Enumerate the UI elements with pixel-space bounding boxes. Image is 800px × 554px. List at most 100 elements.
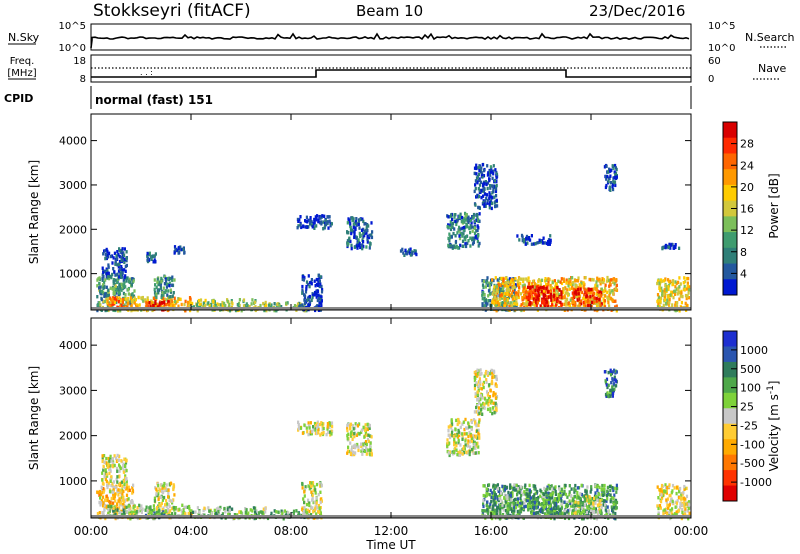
scatter-cell: [683, 287, 686, 292]
scatter-cell: [371, 230, 374, 234]
scatter-cell: [516, 234, 519, 238]
scatter-cell: [553, 297, 556, 302]
scatter-cell: [319, 500, 322, 505]
scatter-cell: [539, 279, 542, 283]
scatter-cell: [495, 187, 498, 191]
scatter-cell: [568, 490, 571, 494]
scatter-cell: [319, 433, 322, 437]
scatter-cell: [310, 432, 313, 436]
scatter-cell: [483, 299, 486, 303]
scatter-cell: [492, 489, 496, 493]
scatter-cell: [126, 498, 129, 502]
scatter-cell: [490, 303, 493, 307]
scatter-cell: [456, 452, 459, 457]
scatter-cell: [526, 492, 529, 496]
scatter-cell: [679, 293, 683, 297]
scatter-cell: [494, 392, 497, 396]
scatter-cell: [592, 291, 595, 296]
scatter-cell: [352, 427, 355, 431]
scatter-cell: [611, 280, 614, 284]
scatter-cell: [155, 487, 158, 491]
scatter-cell: [306, 511, 309, 515]
scatter-cell: [521, 501, 524, 505]
scatter-cell: [218, 507, 221, 512]
scatter-cell: [468, 430, 471, 435]
scatter-cell: [461, 437, 464, 441]
scatter-cell: [302, 497, 305, 501]
scatter-cell: [486, 276, 489, 280]
scatter-cell: [446, 442, 449, 446]
scatter-cell: [513, 488, 517, 492]
station-title: Stokkseyri (fitACF): [93, 1, 251, 21]
scatter-cell: [502, 290, 505, 294]
scatter-cell: [496, 204, 499, 208]
scatter-cell: [295, 304, 298, 309]
scatter-cell: [599, 303, 602, 308]
scatter-cell: [96, 304, 99, 309]
scatter-cell: [608, 284, 611, 288]
scatter-cell: [157, 512, 160, 517]
scatter-cell: [491, 375, 494, 379]
scatter-cell: [305, 280, 309, 284]
scatter-cell: [570, 504, 573, 508]
scatter-cell: [317, 218, 320, 222]
scatter-cell: [118, 275, 121, 279]
scatter-cell: [546, 497, 550, 501]
scatter-cell: [602, 489, 605, 494]
scatter-cell: [117, 300, 120, 304]
scatter-cell: [177, 304, 180, 308]
scatter-cell: [490, 184, 493, 188]
scatter-cell: [329, 423, 332, 427]
scatter-cell: [469, 218, 472, 223]
scatter-cell: [585, 297, 588, 301]
scatter-cell: [275, 510, 278, 514]
scatter-cell: [360, 449, 363, 453]
scatter-cell: [168, 511, 171, 515]
scatter-cell: [456, 231, 459, 235]
scatter-cell: [476, 368, 479, 372]
scatter-cell: [108, 304, 111, 308]
colorbar-tick-label: 8: [740, 246, 747, 259]
scatter-cell: [297, 420, 300, 424]
scatter-cell: [312, 425, 315, 429]
scatter-cell: [486, 164, 489, 168]
scatter-cell: [544, 500, 547, 504]
scatter-cell: [248, 304, 251, 309]
scatter-cell: [468, 226, 471, 230]
scatter-cell: [276, 302, 279, 306]
scatter-cell: [545, 287, 548, 291]
scatter-cell: [664, 245, 667, 250]
scatter-cell: [584, 489, 587, 494]
scatter-cell: [548, 242, 551, 246]
scatter-cell: [677, 290, 680, 295]
scatter-cell: [151, 508, 154, 513]
scatter-cell: [121, 466, 124, 470]
scatter-cell: [541, 239, 544, 243]
scatter-cell: [489, 199, 493, 203]
scatter-cell: [600, 302, 603, 306]
scatter-cell: [318, 510, 321, 514]
scatter-cell: [522, 290, 525, 294]
scatter-cell: [319, 282, 322, 286]
scatter-cell: [133, 296, 136, 300]
scatter-cell: [96, 490, 99, 494]
scatter-cell: [349, 452, 352, 456]
scatter-cell: [114, 262, 117, 266]
scatter-cell: [310, 481, 313, 485]
scatter-cell: [236, 303, 239, 307]
scatter-cell: [119, 501, 122, 505]
scatter-cell: [172, 291, 175, 295]
scatter-cell: [102, 468, 105, 472]
scatter-cell: [125, 263, 128, 268]
scatter-cell: [676, 288, 680, 292]
scatter-cell: [613, 180, 617, 184]
scatter-cell: [106, 249, 109, 254]
scatter-cell: [614, 163, 617, 168]
scatter-cell: [302, 278, 305, 282]
scatter-cell: [328, 421, 331, 425]
scatter-cell: [567, 301, 570, 306]
scatter-cell: [100, 485, 103, 489]
scatter-cell: [172, 498, 175, 502]
scatter-cell: [347, 445, 350, 449]
scatter-cell: [105, 472, 108, 477]
